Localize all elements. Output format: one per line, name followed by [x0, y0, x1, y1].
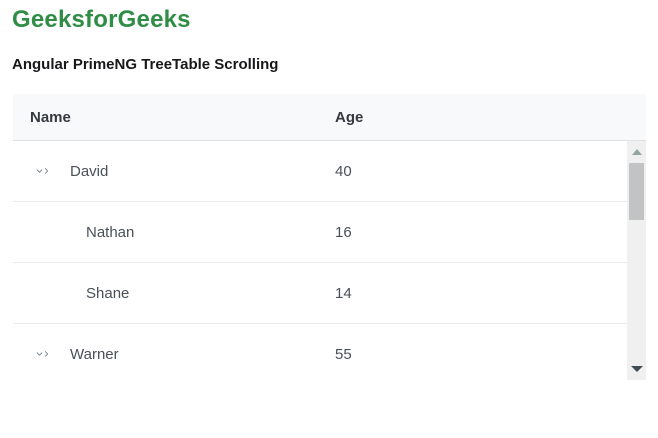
name-cell: Shane: [13, 285, 335, 302]
chevron-down-icon: [36, 352, 43, 356]
row-name-label: Warner: [70, 345, 119, 363]
row-name-label: Nathan: [86, 223, 135, 241]
scroll-up-button[interactable]: [627, 141, 646, 163]
age-cell: 40: [335, 162, 352, 180]
site-title: GeeksforGeeks: [12, 6, 191, 33]
chevron-right-icon: [44, 168, 49, 174]
name-cell: Warner: [13, 346, 335, 363]
row-name-label: David: [70, 162, 109, 180]
scrollbar-thumb[interactable]: [629, 163, 644, 220]
table-header-row: Name Age: [13, 94, 646, 141]
table-row[interactable]: David 40: [13, 141, 627, 202]
table-row[interactable]: Nathan 16: [13, 202, 627, 263]
scroll-down-button[interactable]: [627, 358, 646, 380]
row-toggler[interactable]: [36, 164, 50, 178]
scroll-down-icon: [630, 366, 643, 372]
age-cell: 16: [335, 223, 352, 241]
chevron-right-icon: [44, 351, 49, 357]
name-cell: Nathan: [13, 224, 335, 241]
row-toggler[interactable]: [36, 347, 50, 361]
age-cell: 55: [335, 345, 352, 363]
chevron-down-icon: [36, 169, 43, 173]
scroll-up-icon: [631, 149, 642, 155]
table-row[interactable]: Shane 14: [13, 263, 627, 324]
table-scroll-viewport: David 40 Nathan 16: [13, 141, 646, 380]
treetable: Name Age David 40: [13, 94, 646, 380]
column-header-name: Name: [30, 108, 71, 126]
name-cell: David: [13, 163, 335, 180]
table-row[interactable]: Warner 55: [13, 324, 627, 380]
age-cell: 14: [335, 284, 352, 302]
row-name-label: Shane: [86, 284, 130, 302]
table-rows-container: David 40 Nathan 16: [13, 141, 627, 380]
page-title: Angular PrimeNG TreeTable Scrolling: [12, 56, 279, 73]
vertical-scrollbar[interactable]: [627, 141, 646, 380]
column-header-age: Age: [335, 108, 364, 126]
